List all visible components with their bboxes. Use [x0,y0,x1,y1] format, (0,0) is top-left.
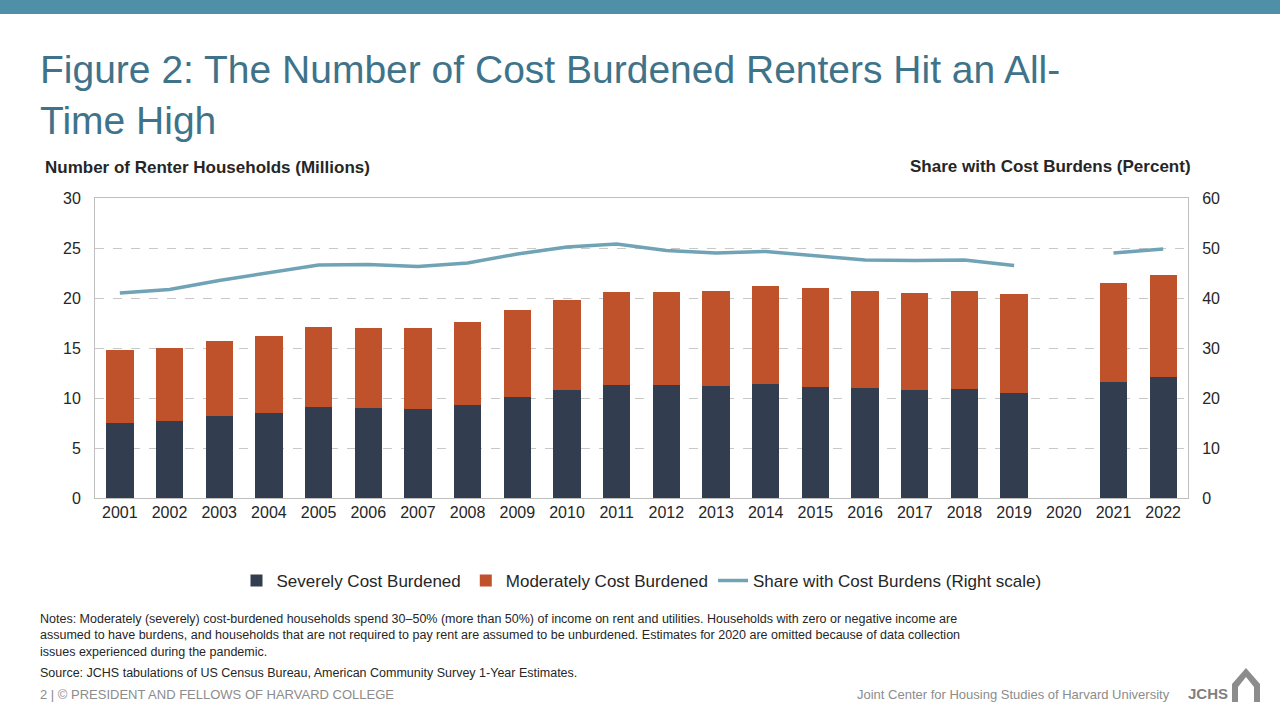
svg-text:Severely Cost Burdened: Severely Cost Burdened [277,572,461,591]
svg-text:10: 10 [63,390,81,407]
svg-text:JCHS: JCHS [1188,685,1228,702]
svg-text:Number of Renter Households (M: Number of Renter Households (Millions) [45,158,370,177]
svg-text:50: 50 [1202,240,1220,257]
svg-text:Share with Cost Burdens (Right: Share with Cost Burdens (Right scale) [753,572,1041,591]
svg-text:30: 30 [1202,340,1220,357]
svg-text:2021: 2021 [1096,504,1132,521]
svg-text:30: 30 [63,190,81,207]
svg-text:2019: 2019 [996,504,1032,521]
svg-text:25: 25 [63,240,81,257]
svg-text:10: 10 [1202,440,1220,457]
svg-text:Figure 2: The Number of Cost B: Figure 2: The Number of Cost Burdened Re… [40,48,1060,142]
svg-text:2012: 2012 [649,504,685,521]
svg-text:2003: 2003 [201,504,237,521]
svg-text:2007: 2007 [400,504,436,521]
svg-text:5: 5 [72,440,81,457]
svg-text:2015: 2015 [798,504,834,521]
svg-text:2011: 2011 [599,504,634,521]
svg-text:2022: 2022 [1145,504,1181,521]
svg-text:2005: 2005 [301,504,337,521]
svg-text:0: 0 [72,490,81,507]
svg-text:Source: JCHS tabulations of US: Source: JCHS tabulations of US Census Bu… [40,666,577,680]
svg-text:2004: 2004 [251,504,287,521]
svg-text:2017: 2017 [897,504,933,521]
svg-text:40: 40 [1202,290,1220,307]
svg-text:2018: 2018 [947,504,983,521]
svg-text:2002: 2002 [152,504,188,521]
svg-text:2 | © PRESIDENT AND FELLOWS OF: 2 | © PRESIDENT AND FELLOWS OF HARVARD C… [40,687,394,702]
svg-text:Notes: Moderately (severely) c: Notes: Moderately (severely) cost-burden… [40,612,960,659]
svg-text:0: 0 [1202,490,1211,507]
svg-text:Joint Center for Housing Studi: Joint Center for Housing Studies of Harv… [857,687,1170,702]
svg-text:2001: 2001 [102,504,138,521]
svg-text:20: 20 [1202,390,1220,407]
svg-text:20: 20 [63,290,81,307]
svg-text:2006: 2006 [350,504,386,521]
svg-text:15: 15 [63,340,81,357]
svg-text:2008: 2008 [450,504,486,521]
svg-text:2013: 2013 [698,504,734,521]
svg-text:2009: 2009 [500,504,536,521]
svg-text:60: 60 [1202,190,1220,207]
svg-text:2020: 2020 [1046,504,1082,521]
svg-text:2010: 2010 [549,504,585,521]
svg-text:Share with Cost Burdens (Perce: Share with Cost Burdens (Percent) [910,157,1191,176]
svg-text:2014: 2014 [748,504,784,521]
svg-text:2016: 2016 [847,504,883,521]
svg-text:Moderately Cost Burdened: Moderately Cost Burdened [506,572,708,591]
